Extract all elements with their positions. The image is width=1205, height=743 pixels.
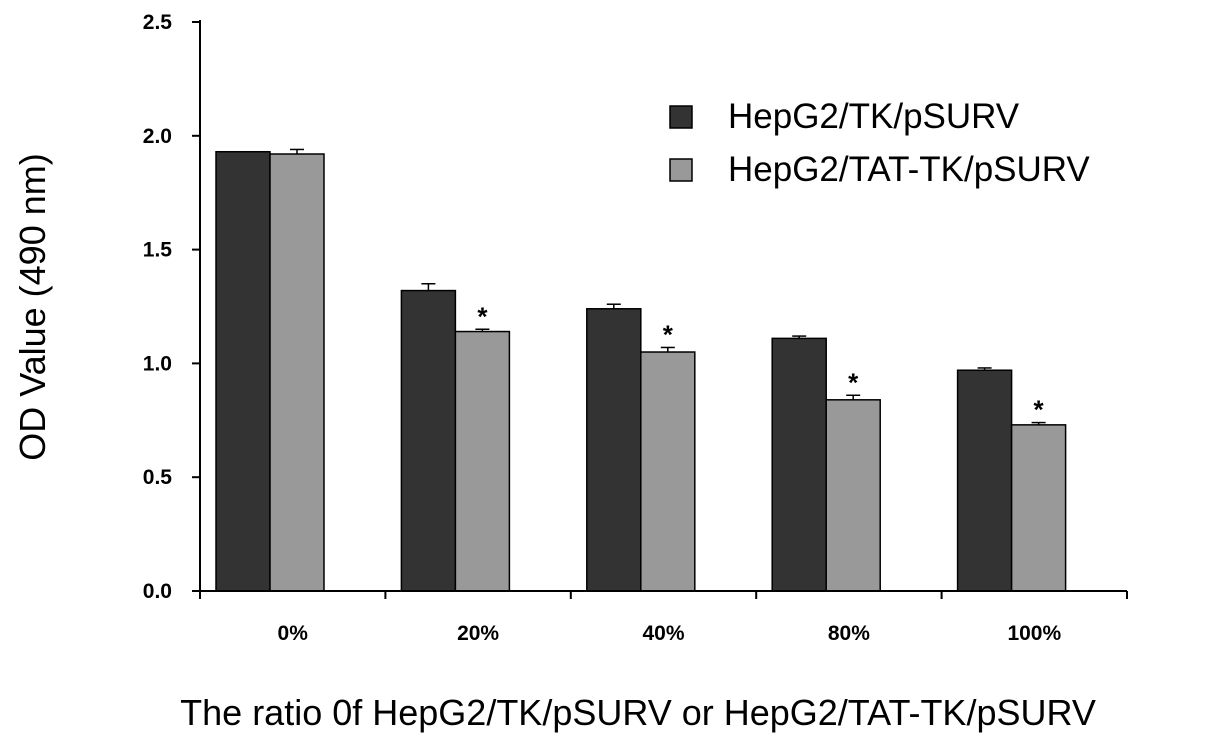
legend-swatch-tk (669, 105, 693, 129)
bar-tk-1 (400, 289, 457, 592)
y-tick-label-4: 2.0 (143, 125, 172, 148)
y-tick-label-0: 0.0 (143, 580, 172, 603)
bar-tk-2 (586, 308, 642, 592)
bar-tat-tk-4 (1010, 424, 1067, 592)
significance-mark-2: * (663, 319, 674, 349)
bars-layer (215, 148, 1067, 592)
legend-label-tk: HepG2/TK/pSURV (728, 97, 1020, 136)
bar-tat-tk-3 (825, 399, 881, 592)
significance-mark-1: * (477, 301, 488, 331)
x-tick-label-0: 0% (278, 622, 309, 645)
x-tick-label-1: 20% (457, 622, 499, 645)
significance-mark-4: * (1034, 395, 1045, 425)
bar-tat-tk-0 (269, 153, 325, 592)
axes-layer (192, 20, 1128, 599)
y-tick-label-3: 1.5 (143, 239, 173, 262)
bar-tk-0 (215, 150, 271, 592)
labels-layer: 0% * 20% * 40% * 80% * 100% 0.0 0.5 1.0 1.5 2.0 2.5 (143, 11, 1062, 645)
bar-tk-4 (956, 369, 1013, 592)
x-tick-label-3: 80% (828, 622, 870, 645)
y-tick-label-1: 0.5 (143, 466, 173, 489)
y-axis-title: OD Value (490 nm) (12, 153, 53, 460)
bar-tat-tk-2 (640, 351, 696, 592)
bar-tat-tk-1 (454, 330, 511, 592)
x-tick-label-2: 40% (642, 622, 684, 645)
legend-swatch-tat-tk (669, 158, 693, 182)
x-tick-label-4: 100% (1007, 622, 1061, 645)
y-tick-label-2: 1.0 (143, 352, 172, 375)
bar-tk-3 (771, 337, 827, 592)
x-axis-title: The ratio 0f HepG2/TK/pSURV or HepG2/TAT… (180, 692, 1096, 733)
significance-mark-3: * (848, 367, 859, 397)
legend: HepG2/TK/pSURV HepG2/TAT-TK/pSURV (669, 97, 1090, 189)
legend-label-tat-tk: HepG2/TAT-TK/pSURV (728, 150, 1090, 189)
y-tick-label-5: 2.5 (143, 11, 173, 34)
